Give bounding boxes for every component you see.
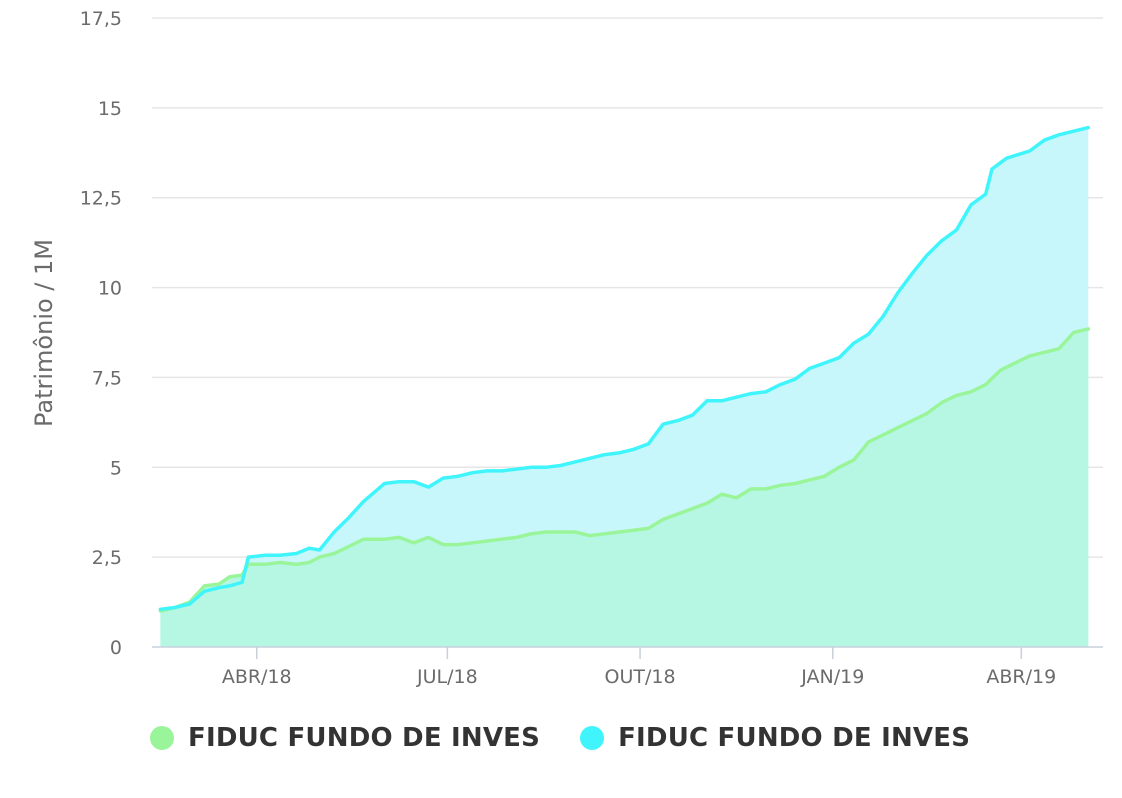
series-line-2[interactable] (158, 125, 1091, 612)
series-area-1 (160, 328, 1089, 647)
legend-item-series-1[interactable]: FIDUC FUNDO DE INVES (150, 723, 540, 753)
y-tick-label: 0 (110, 637, 122, 659)
y-tick-label: 15 (98, 98, 122, 120)
legend-marker-icon (580, 726, 605, 750)
grid-lines (152, 17, 1103, 558)
legend-marker-icon (150, 726, 174, 750)
y-tick-labels: 0 2,5 5 7,5 10 12,5 15 17,5 (80, 8, 122, 659)
y-tick-label: 5 (110, 457, 122, 479)
y-tick-label: 2,5 (92, 547, 122, 569)
y-tick-label: 17,5 (80, 8, 122, 30)
x-tick-label: OUT/18 (605, 666, 676, 688)
x-tick-labels: ABR/18 JUL/18 OUT/18 JAN/19 ABR/19 (222, 666, 1056, 688)
x-tick-label: ABR/19 (986, 666, 1056, 688)
x-tick-label: JAN/19 (800, 666, 864, 688)
legend-item-series-2[interactable]: FIDUC FUNDO DE INVES (580, 723, 970, 753)
series-line-1[interactable] (158, 327, 1091, 613)
x-tick-label: ABR/18 (222, 666, 292, 688)
x-tick-label: JUL/18 (416, 666, 478, 688)
y-tick-label: 10 (98, 278, 122, 300)
legend-label: FIDUC FUNDO DE INVES (618, 723, 971, 753)
axes (152, 646, 1103, 659)
series-lines (158, 125, 1091, 613)
y-tick-label: 12,5 (80, 188, 122, 210)
legend: FIDUC FUNDO DE INVES FIDUC FUNDO DE INVE… (150, 718, 970, 758)
series-areas (160, 127, 1089, 648)
y-tick-label: 7,5 (92, 367, 122, 389)
legend-label: FIDUC FUNDO DE INVES (188, 723, 541, 753)
y-axis-title: Patrimônio / 1M (30, 239, 58, 427)
